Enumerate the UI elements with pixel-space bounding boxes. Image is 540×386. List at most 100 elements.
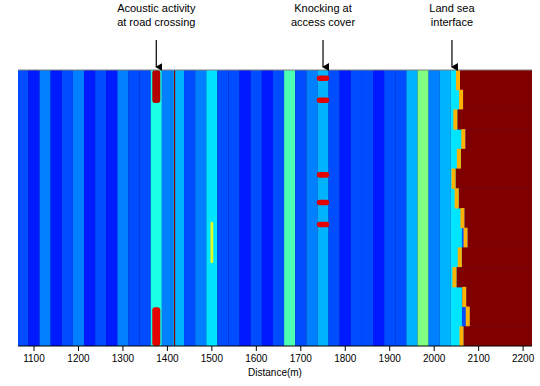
distance-column bbox=[128, 70, 139, 346]
distance-column bbox=[117, 70, 128, 346]
distance-column bbox=[51, 70, 62, 346]
sea-fringe bbox=[452, 169, 456, 189]
distance-column bbox=[351, 70, 362, 346]
distance-column bbox=[373, 70, 384, 346]
x-tick bbox=[34, 346, 35, 351]
annotation-text: at road crossing bbox=[117, 16, 195, 28]
distance-column bbox=[273, 70, 284, 346]
x-tick bbox=[167, 346, 168, 351]
acoustic-event bbox=[317, 200, 329, 206]
plot-background bbox=[18, 70, 532, 346]
heatmap-cells bbox=[18, 70, 532, 346]
x-tick bbox=[478, 346, 479, 351]
sea-cell bbox=[464, 208, 532, 228]
x-tick bbox=[523, 346, 524, 351]
x-axis-label: Distance(m) bbox=[248, 367, 302, 378]
annotation-arrow bbox=[156, 40, 157, 67]
x-tick-label: 1800 bbox=[334, 353, 357, 364]
distance-column bbox=[184, 70, 195, 346]
distance-column bbox=[151, 70, 162, 346]
plot-top-border bbox=[18, 70, 532, 71]
sea-cell bbox=[465, 129, 532, 149]
x-tick bbox=[389, 346, 390, 351]
acoustic-event bbox=[174, 70, 175, 346]
acoustic-event bbox=[317, 222, 329, 228]
distance-column bbox=[95, 70, 106, 346]
distance-column bbox=[306, 70, 317, 346]
distance-column bbox=[229, 70, 240, 346]
x-tick-label: 2100 bbox=[468, 353, 491, 364]
distance-column bbox=[418, 70, 429, 346]
sea-fringe bbox=[456, 70, 460, 90]
distance-column bbox=[295, 70, 306, 346]
sea-fringe bbox=[460, 326, 464, 346]
sea-cell bbox=[461, 149, 532, 169]
x-tick bbox=[434, 346, 435, 351]
sea-cell bbox=[464, 326, 532, 346]
distance-column bbox=[317, 70, 328, 346]
x-tick-label: 1600 bbox=[245, 353, 268, 364]
sea-fringe bbox=[460, 208, 464, 228]
x-tick bbox=[300, 346, 301, 351]
distance-column bbox=[262, 70, 273, 346]
x-tick-label: 1400 bbox=[156, 353, 179, 364]
annotation-arrow bbox=[451, 40, 452, 67]
acoustic-event bbox=[317, 76, 329, 82]
sea-fringe bbox=[461, 129, 465, 149]
sea-fringe bbox=[457, 149, 461, 169]
sea-fringe bbox=[452, 267, 456, 287]
x-tick-label: 1900 bbox=[379, 353, 402, 364]
x-tick-label: 1300 bbox=[112, 353, 135, 364]
distance-column bbox=[362, 70, 373, 346]
distance-column bbox=[340, 70, 351, 346]
distance-column bbox=[84, 70, 95, 346]
distance-column bbox=[384, 70, 395, 346]
sea-cell bbox=[470, 307, 532, 327]
distance-column bbox=[73, 70, 84, 346]
acoustic-event bbox=[211, 222, 214, 263]
distance-column bbox=[173, 70, 184, 346]
sea-fringe bbox=[453, 109, 457, 129]
sea-fringe bbox=[464, 228, 468, 248]
distance-column bbox=[106, 70, 117, 346]
distance-column bbox=[62, 70, 73, 346]
sea-cell bbox=[459, 188, 532, 208]
annotation-text: Land sea bbox=[429, 2, 475, 14]
x-tick-label: 1500 bbox=[201, 353, 224, 364]
distance-column bbox=[329, 70, 340, 346]
distance-column bbox=[429, 70, 440, 346]
x-tick-label: 1200 bbox=[67, 353, 90, 364]
chart-root: 1100120013001400150016001700180019002000… bbox=[0, 0, 540, 386]
sea-fringe bbox=[455, 188, 459, 208]
acoustic-event bbox=[317, 172, 329, 178]
distance-column bbox=[395, 70, 406, 346]
chart-svg: 1100120013001400150016001700180019002000… bbox=[0, 0, 540, 386]
annotation-arrow bbox=[322, 40, 323, 67]
sea-fringe bbox=[458, 247, 462, 267]
x-tick-label: 2000 bbox=[423, 353, 446, 364]
x-tick bbox=[256, 346, 257, 351]
acoustic-event bbox=[317, 98, 329, 104]
annotation-text: Knocking at bbox=[294, 2, 351, 14]
distance-column bbox=[240, 70, 251, 346]
sea-cell bbox=[462, 247, 532, 267]
x-tick bbox=[78, 346, 79, 351]
distance-column bbox=[195, 70, 206, 346]
distance-column bbox=[18, 70, 28, 346]
annotation-text: interface bbox=[431, 16, 473, 28]
sea-fringe bbox=[466, 307, 470, 327]
sea-cell bbox=[468, 228, 532, 248]
annotation-text: Acoustic activity bbox=[117, 2, 196, 14]
distance-column bbox=[140, 70, 151, 346]
x-tick bbox=[211, 346, 212, 351]
x-tick bbox=[345, 346, 346, 351]
x-axis-line bbox=[18, 346, 532, 347]
sea-fringe bbox=[459, 90, 463, 110]
distance-column bbox=[284, 70, 295, 346]
sea-cell bbox=[457, 109, 532, 129]
sea-cell bbox=[460, 70, 532, 90]
distance-column bbox=[162, 70, 173, 346]
annotation-text: access cover bbox=[291, 16, 356, 28]
distance-column bbox=[406, 70, 417, 346]
x-tick bbox=[122, 346, 123, 351]
